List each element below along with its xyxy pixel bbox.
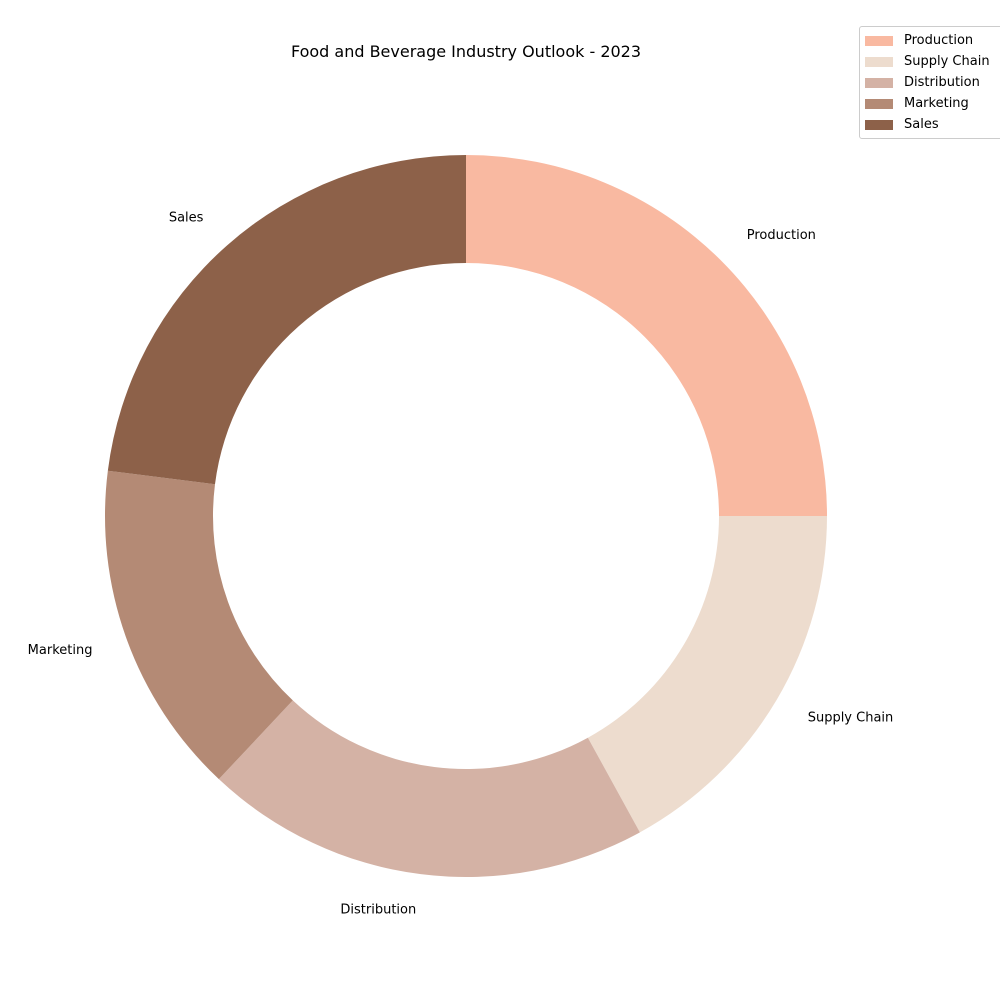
slice-sales [107,155,467,485]
chart-title: Food and Beverage Industry Outlook - 202… [291,42,641,61]
slice-label-marketing: Marketing [28,643,93,658]
legend-item-production: Production [860,30,1000,51]
slice-label-sales: Sales [169,211,204,226]
slice-label-supply-chain: Supply Chain [808,711,894,726]
legend-item-distribution: Distribution [860,72,1000,93]
slice-production [466,155,827,516]
slice-labels-group: Production Supply Chain Distribution Market… [28,211,894,918]
legend-item-marketing: Marketing [860,93,1000,114]
slice-distribution [218,700,640,877]
legend-swatch-production [865,35,893,46]
legend-label-sales: Sales [904,117,939,132]
legend-swatch-marketing [865,98,893,109]
legend-item-sales: Sales [860,114,1000,135]
slice-label-production: Production [747,228,816,243]
slice-label-distribution: Distribution [340,902,416,917]
legend-label-supply-chain: Supply Chain [904,54,990,69]
legend-swatch-supply-chain [865,56,893,67]
legend-label-distribution: Distribution [904,75,980,90]
legend: Production Supply Chain Distribution Mar… [859,26,1000,139]
legend-swatch-sales [865,119,893,130]
legend-label-production: Production [904,33,974,48]
slice-marketing [105,470,293,780]
slice-supply-chain [587,516,827,833]
legend-label-marketing: Marketing [904,96,969,111]
legend-swatch-distribution [865,77,893,88]
slices-group [105,155,827,877]
legend-item-supply-chain: Supply Chain [860,51,1000,72]
